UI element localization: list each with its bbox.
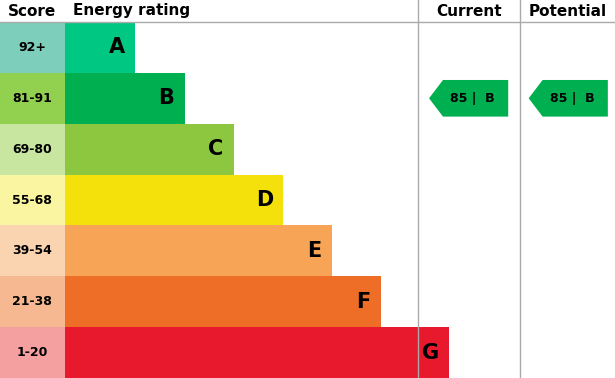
Text: G: G — [423, 342, 440, 363]
Text: C: C — [208, 139, 223, 159]
Bar — [65, 73, 184, 124]
Text: Potential: Potential — [528, 3, 606, 19]
Bar — [65, 22, 135, 73]
Text: 55-68: 55-68 — [12, 194, 52, 206]
Text: 1-20: 1-20 — [17, 346, 48, 359]
Bar — [0, 73, 65, 124]
Text: 21-38: 21-38 — [12, 295, 52, 308]
Text: B: B — [159, 88, 175, 108]
Bar — [0, 276, 65, 327]
Text: Current: Current — [436, 3, 502, 19]
Text: D: D — [256, 190, 274, 210]
Bar — [65, 124, 234, 175]
Bar — [65, 327, 449, 378]
Polygon shape — [529, 80, 608, 116]
Text: 81-91: 81-91 — [12, 92, 52, 105]
Bar — [65, 175, 283, 225]
Text: Energy rating: Energy rating — [73, 3, 189, 19]
Bar — [0, 175, 65, 225]
Text: 92+: 92+ — [18, 41, 46, 54]
Bar — [0, 225, 65, 276]
Text: 39-54: 39-54 — [12, 244, 52, 257]
Text: Score: Score — [8, 3, 57, 19]
Bar — [0, 327, 65, 378]
Polygon shape — [429, 80, 508, 116]
Bar — [0, 124, 65, 175]
Text: 85 |  B: 85 | B — [550, 92, 595, 105]
Text: F: F — [356, 292, 370, 312]
Bar — [0, 22, 65, 73]
Text: E: E — [307, 241, 321, 261]
Bar — [65, 276, 381, 327]
Text: 85 |  B: 85 | B — [451, 92, 495, 105]
Bar — [65, 225, 332, 276]
Text: 69-80: 69-80 — [12, 143, 52, 156]
Text: A: A — [109, 37, 125, 57]
